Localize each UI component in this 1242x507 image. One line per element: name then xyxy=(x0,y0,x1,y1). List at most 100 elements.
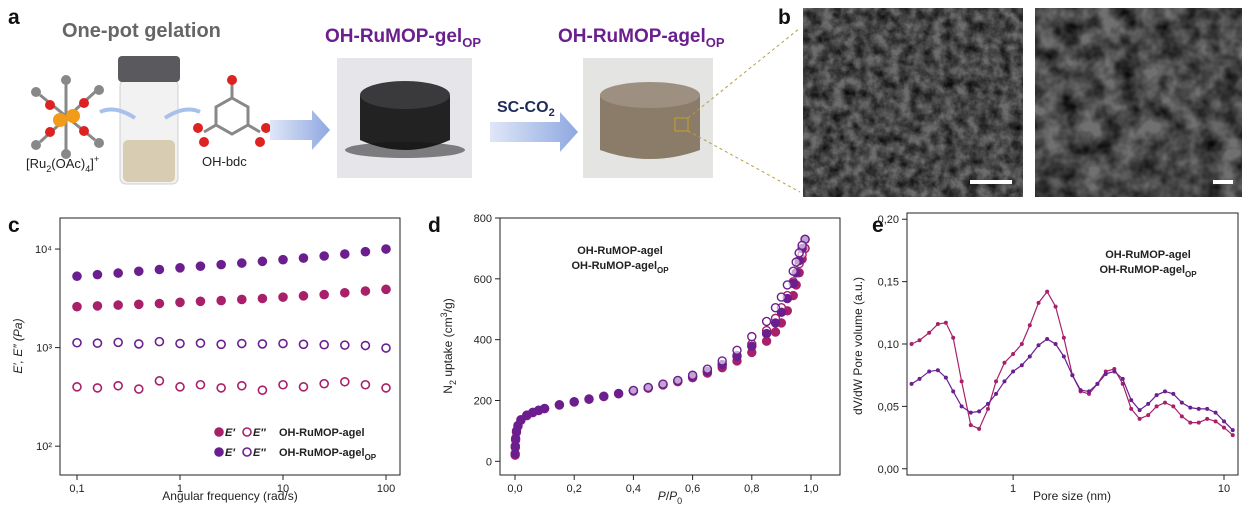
psd-point xyxy=(909,342,914,346)
psd-point xyxy=(1213,419,1218,424)
psd-point xyxy=(1095,381,1100,386)
psd-point xyxy=(1112,369,1117,374)
psd-point xyxy=(959,404,964,409)
psd-point xyxy=(1019,363,1024,368)
loss-modulus-point xyxy=(133,339,144,349)
loss-modulus-point xyxy=(175,382,185,392)
desorption-point xyxy=(747,331,757,342)
desorption-point xyxy=(673,375,683,386)
storage-modulus-point xyxy=(257,293,268,304)
storage-modulus-point xyxy=(339,287,350,298)
ru-complex-model xyxy=(31,75,104,159)
scheme-title: One-pot gelation xyxy=(62,20,221,42)
y-tick-label: 0,20 xyxy=(878,214,899,226)
aerogel-title: OH-RuMOP-agelOP xyxy=(558,26,725,50)
loss-modulus-point xyxy=(298,339,309,350)
psd-point xyxy=(943,375,948,380)
adsorption-point xyxy=(761,328,772,339)
x-tick-label: 1 xyxy=(177,483,183,495)
psd-point xyxy=(1103,371,1108,376)
psd-point xyxy=(1053,304,1058,309)
panel-label: a xyxy=(8,6,20,29)
psd-point xyxy=(1061,335,1066,340)
gel-photo xyxy=(337,58,472,178)
loss-modulus-point xyxy=(319,378,329,389)
arrow xyxy=(270,110,330,150)
loss-modulus-point xyxy=(154,376,165,386)
psd-point xyxy=(977,409,982,414)
psd-point xyxy=(1205,406,1210,411)
loss-modulus-point xyxy=(319,339,329,350)
psd-point xyxy=(1120,376,1125,381)
x-tick-label: 1,0 xyxy=(803,483,818,495)
psd-point xyxy=(985,406,990,411)
storage-modulus-point xyxy=(298,291,309,301)
loss-modulus-point xyxy=(72,382,82,392)
x-tick-label: 0,8 xyxy=(744,483,759,495)
psd-point xyxy=(935,368,940,373)
adsorption-point xyxy=(770,318,781,328)
loss-modulus-point xyxy=(72,337,82,348)
psd-point xyxy=(1045,337,1050,342)
adsorption-point xyxy=(584,394,594,404)
desorption-point xyxy=(782,280,793,290)
x-axis-label: P/P0 xyxy=(658,489,682,506)
sem-image xyxy=(803,8,1023,197)
loss-modulus-point xyxy=(381,343,391,353)
psd-point xyxy=(1053,342,1058,346)
psd-point xyxy=(1188,420,1193,425)
storage-modulus-point xyxy=(72,271,82,282)
y-tick-label: 0,05 xyxy=(878,401,899,413)
y-tick-label: 10² xyxy=(36,441,52,453)
psd-point xyxy=(1179,414,1184,419)
y-tick-label: 0,10 xyxy=(878,339,899,351)
desorption-point xyxy=(776,292,787,302)
psd-point xyxy=(943,320,948,325)
psd-point xyxy=(1027,323,1032,328)
linker-label: OH-bdc xyxy=(202,154,247,169)
y-axis-label: dV/dW Pore volume (a.u.) xyxy=(851,277,865,415)
storage-modulus-point xyxy=(113,268,123,278)
adsorption-point xyxy=(599,391,609,401)
desorption-point xyxy=(788,266,798,276)
desorption-point xyxy=(628,385,639,396)
psd-point xyxy=(1129,398,1134,403)
storage-modulus-point xyxy=(92,301,103,311)
legend-marker xyxy=(242,447,252,457)
storage-modulus-point xyxy=(154,264,165,275)
y-tick-label: 0 xyxy=(486,456,492,468)
psd-point xyxy=(935,322,940,327)
legend-symbol: E″ xyxy=(253,427,266,439)
storage-modulus-point xyxy=(319,251,329,261)
psd-point xyxy=(1146,401,1151,406)
psd-point xyxy=(1162,400,1167,405)
storage-modulus-point xyxy=(257,256,268,267)
y-tick-label: 0,00 xyxy=(878,464,899,476)
y-tick-label: 10⁴ xyxy=(35,244,52,256)
legend-label: OH-RuMOP-agel xyxy=(577,245,663,257)
legend-marker xyxy=(214,427,224,437)
plot-frame xyxy=(59,217,401,476)
storage-modulus-point xyxy=(72,301,82,312)
psd-point xyxy=(1205,416,1210,421)
y-axis-label: N2 uptake (cm3/g) xyxy=(439,298,458,393)
loss-modulus-point xyxy=(216,383,226,393)
adsorption-point xyxy=(613,388,624,399)
storage-modulus-point xyxy=(92,269,103,280)
storage-modulus-point xyxy=(319,289,329,300)
y-tick-label: 400 xyxy=(474,335,492,347)
loss-modulus-point xyxy=(360,379,371,390)
legend-symbol: E′ xyxy=(225,427,236,439)
legend-marker xyxy=(242,427,252,437)
loss-modulus-point xyxy=(113,380,123,391)
psd-point xyxy=(977,426,982,431)
aerogel-photo xyxy=(583,58,713,178)
psd-point xyxy=(968,410,973,415)
storage-modulus-point xyxy=(175,297,185,308)
loss-modulus-point xyxy=(195,338,206,348)
vial xyxy=(99,56,201,185)
desorption-point xyxy=(732,345,742,356)
legend-label: OH-RuMOP-agel xyxy=(279,427,365,439)
x-tick-label: 0,6 xyxy=(685,483,700,495)
storage-modulus-point xyxy=(133,299,144,310)
